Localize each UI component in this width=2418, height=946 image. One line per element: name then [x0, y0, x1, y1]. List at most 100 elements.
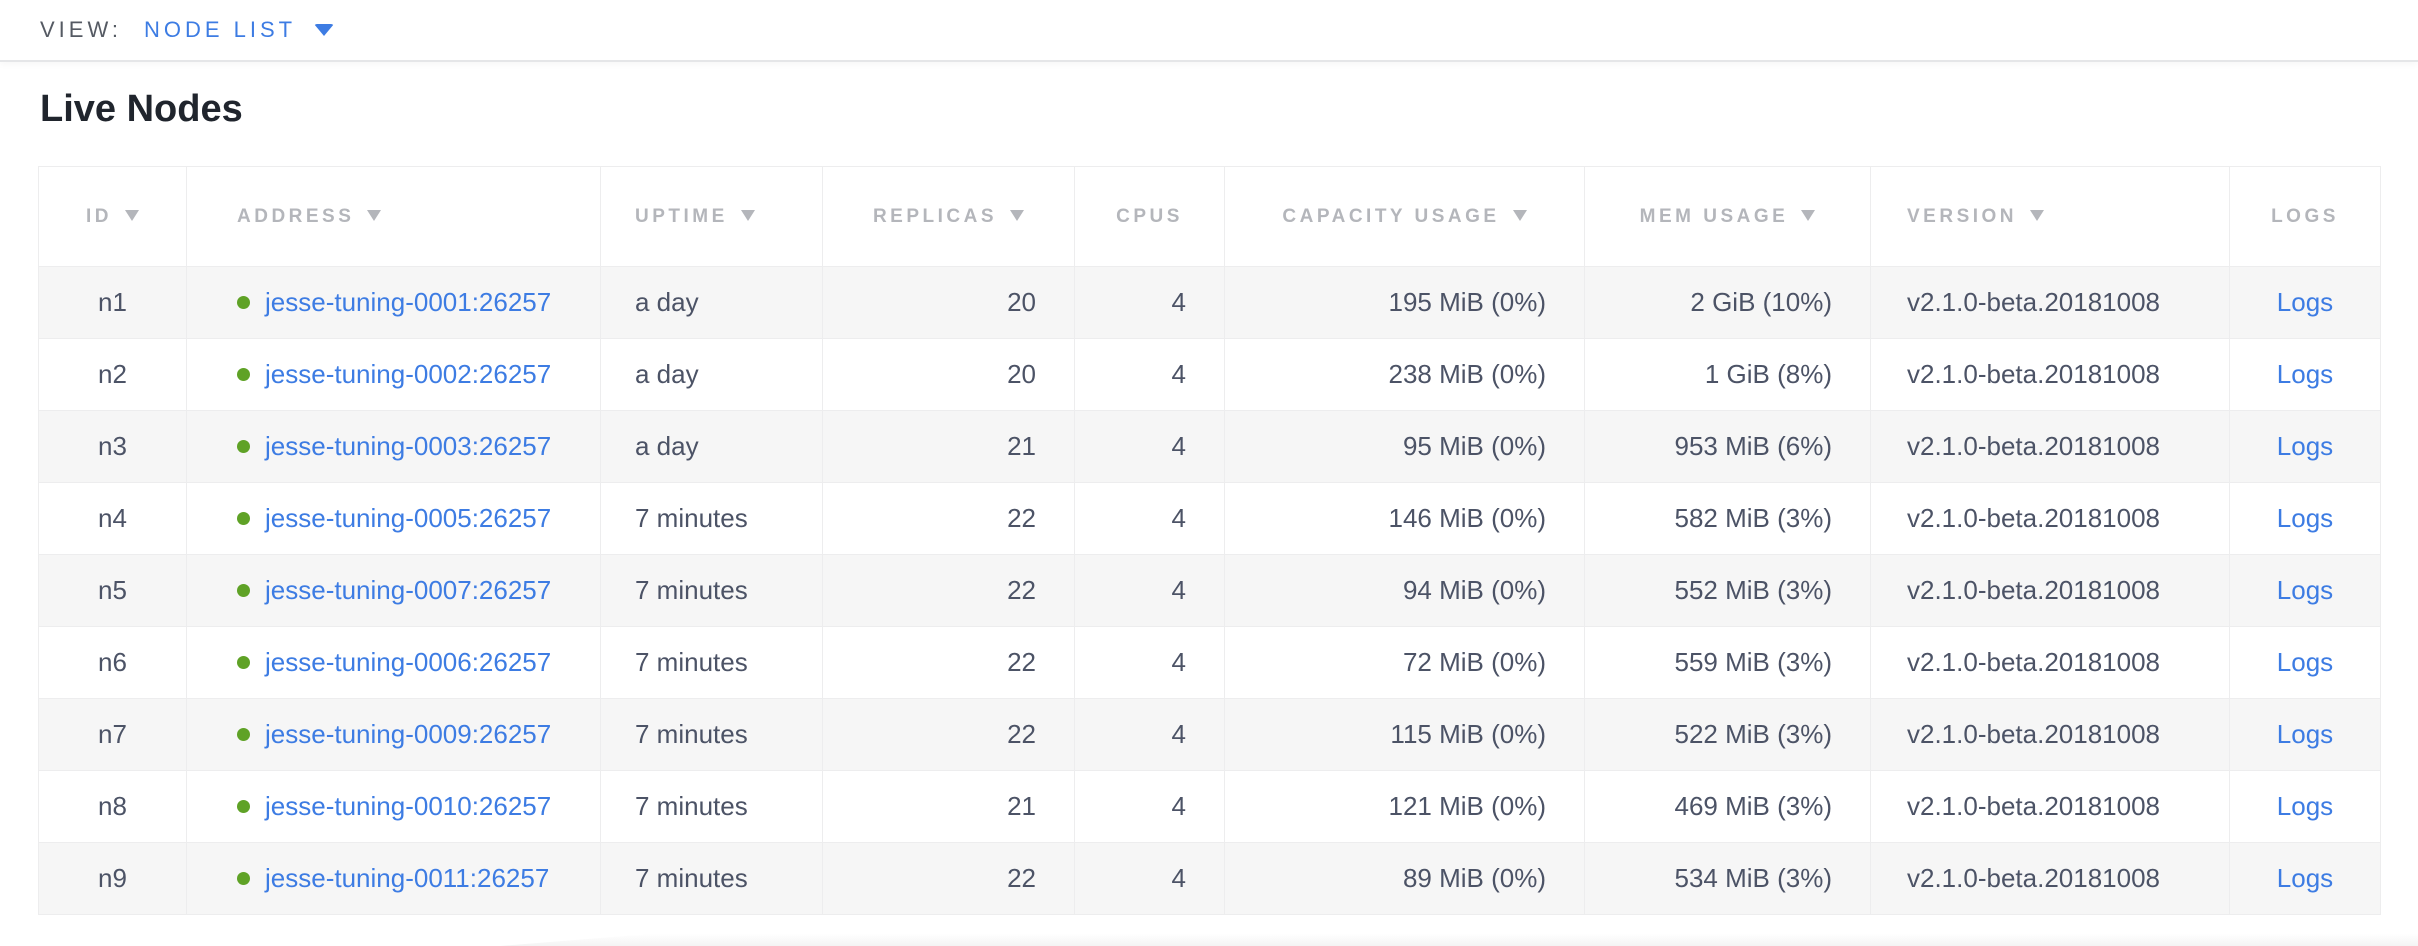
column-header-label: UPTIME: [635, 205, 728, 227]
node-address-link[interactable]: jesse-tuning-0007:26257: [265, 575, 552, 605]
node-address-cell: jesse-tuning-0001:26257: [186, 266, 601, 339]
sort-desc-icon: [125, 209, 139, 221]
uptime-cell: 7 minutes: [600, 698, 823, 771]
mem-cell: 1 GiB (8%): [1584, 338, 1871, 411]
column-header-uptime[interactable]: UPTIME: [600, 166, 823, 267]
view-selector[interactable]: NODE LIST: [143, 17, 335, 43]
mem-cell: 522 MiB (3%): [1584, 698, 1871, 771]
node-address-link[interactable]: jesse-tuning-0005:26257: [265, 503, 552, 533]
uptime-cell: 7 minutes: [600, 842, 823, 915]
id-cell: n1: [38, 266, 187, 339]
cpus-cell: 4: [1074, 842, 1225, 915]
capacity-cell: 95 MiB (0%): [1224, 410, 1585, 483]
logs-link[interactable]: Logs: [2276, 647, 2334, 677]
mem-cell: 552 MiB (3%): [1584, 554, 1871, 627]
capacity-cell: 195 MiB (0%): [1224, 266, 1585, 339]
column-header-capacity[interactable]: CAPACITY USAGE: [1224, 166, 1585, 267]
logs-link[interactable]: Logs: [2276, 503, 2334, 533]
uptime-cell: 7 minutes: [600, 626, 823, 699]
sort-desc-icon: [367, 209, 382, 221]
mem-cell: 534 MiB (3%): [1584, 842, 1871, 915]
column-header-cpus: CPUS: [1074, 166, 1225, 267]
node-address-link[interactable]: jesse-tuning-0003:26257: [265, 431, 552, 461]
replicas-cell: 22: [822, 554, 1075, 627]
logs-link[interactable]: Logs: [2276, 287, 2334, 317]
node-address-cell: jesse-tuning-0010:26257: [186, 770, 601, 843]
cpus-cell: 4: [1074, 266, 1225, 339]
logs-cell: Logs: [2229, 410, 2381, 483]
uptime-cell: 7 minutes: [600, 554, 823, 627]
column-header-replicas[interactable]: REPLICAS: [822, 166, 1075, 267]
id-cell: n9: [38, 842, 187, 915]
column-header-id[interactable]: ID: [38, 166, 187, 267]
view-selected-value: NODE LIST: [143, 17, 297, 42]
view-bar: VIEW: NODE LIST: [0, 0, 2418, 62]
replicas-cell: 22: [822, 842, 1075, 915]
column-header-address[interactable]: ADDRESS: [186, 166, 601, 267]
chevron-down-icon: [314, 24, 335, 36]
logs-cell: Logs: [2229, 698, 2381, 771]
replicas-cell: 22: [822, 482, 1075, 555]
table-row: n9 jesse-tuning-0011:26257 7 minutes 22 4 89 …: [38, 842, 2381, 915]
node-address-link[interactable]: jesse-tuning-0002:26257: [265, 359, 552, 389]
cpus-cell: 4: [1074, 482, 1225, 555]
node-address-link[interactable]: jesse-tuning-0011:26257: [265, 863, 550, 893]
id-cell: n8: [38, 770, 187, 843]
logs-cell: Logs: [2229, 770, 2381, 843]
logs-cell: Logs: [2229, 626, 2381, 699]
column-header-label: REPLICAS: [872, 205, 998, 227]
live-status-dot-icon: [237, 368, 250, 381]
logs-cell: Logs: [2229, 266, 2381, 339]
node-address-cell: jesse-tuning-0002:26257: [186, 338, 601, 411]
table-row: n6 jesse-tuning-0006:26257 7 minutes 22 4 72 …: [38, 626, 2381, 699]
node-address-link[interactable]: jesse-tuning-0009:26257: [265, 719, 552, 749]
id-cell: n3: [38, 410, 187, 483]
column-header-version[interactable]: VERSION: [1870, 166, 2230, 267]
logs-cell: Logs: [2229, 482, 2381, 555]
page-title: Live Nodes: [40, 88, 243, 130]
live-nodes-table: ID ADDRESS UPTIME REPLICAS CPUS CAPACITY USAG…: [38, 166, 2381, 915]
logs-link[interactable]: Logs: [2276, 791, 2334, 821]
sort-desc-icon: [1801, 209, 1816, 221]
cpus-cell: 4: [1074, 698, 1225, 771]
main-content: Live Nodes ID ADDRESS UPTIME REPLICAS CPUS CA…: [0, 88, 2418, 915]
logs-link[interactable]: Logs: [2276, 863, 2334, 893]
capacity-cell: 146 MiB (0%): [1224, 482, 1585, 555]
uptime-cell: 7 minutes: [600, 770, 823, 843]
column-header-label: CAPACITY USAGE: [1282, 205, 1500, 227]
logs-link[interactable]: Logs: [2276, 359, 2334, 389]
sort-desc-icon: [1010, 209, 1025, 221]
mem-cell: 582 MiB (3%): [1584, 482, 1871, 555]
column-header-label: ID: [86, 205, 112, 227]
table-row: n4 jesse-tuning-0005:26257 7 minutes 22 4 146…: [38, 482, 2381, 555]
node-address-cell: jesse-tuning-0009:26257: [186, 698, 601, 771]
column-header-label: ADDRESS: [237, 205, 355, 227]
live-status-dot-icon: [237, 584, 250, 597]
capacity-cell: 238 MiB (0%): [1224, 338, 1585, 411]
id-cell: n2: [38, 338, 187, 411]
version-cell: v2.1.0-beta.20181008: [1870, 482, 2230, 555]
node-address-link[interactable]: jesse-tuning-0006:26257: [265, 647, 552, 677]
logs-link[interactable]: Logs: [2276, 719, 2334, 749]
logs-link[interactable]: Logs: [2276, 575, 2334, 605]
uptime-cell: 7 minutes: [600, 482, 823, 555]
column-header-label: MEM USAGE: [1639, 205, 1789, 227]
sort-desc-icon: [2030, 209, 2045, 221]
view-label: VIEW:: [40, 17, 122, 42]
live-status-dot-icon: [237, 296, 250, 309]
logs-link[interactable]: Logs: [2276, 431, 2334, 461]
column-header-mem[interactable]: MEM USAGE: [1584, 166, 1871, 267]
column-header-logs: LOGS: [2229, 166, 2381, 267]
capacity-cell: 72 MiB (0%): [1224, 626, 1585, 699]
table-row: n3 jesse-tuning-0003:26257 a day 21 4 95 MiB …: [38, 410, 2381, 483]
mem-cell: 2 GiB (10%): [1584, 266, 1871, 339]
table-header-row: ID ADDRESS UPTIME REPLICAS CPUS CAPACITY USAG…: [38, 166, 2381, 267]
replicas-cell: 22: [822, 626, 1075, 699]
cpus-cell: 4: [1074, 626, 1225, 699]
column-header-label: LOGS: [2271, 205, 2339, 227]
replicas-cell: 20: [822, 266, 1075, 339]
node-address-link[interactable]: jesse-tuning-0001:26257: [265, 287, 552, 317]
node-address-cell: jesse-tuning-0005:26257: [186, 482, 601, 555]
column-header-label: CPUS: [1116, 205, 1183, 227]
node-address-link[interactable]: jesse-tuning-0010:26257: [265, 791, 552, 821]
